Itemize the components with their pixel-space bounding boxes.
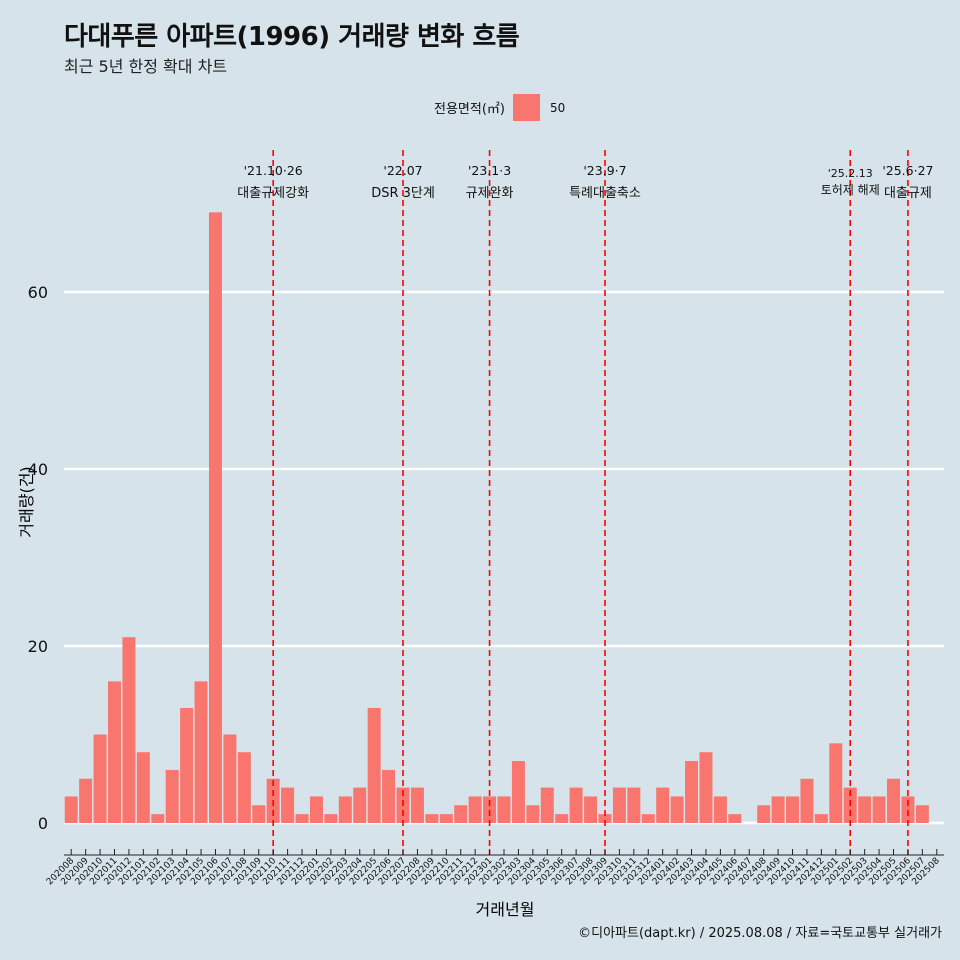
event-label: DSR 3단계: [371, 186, 435, 201]
bar-202105: [194, 681, 208, 823]
bar-202212: [468, 796, 482, 823]
bar-202507: [915, 805, 929, 823]
bar-202505: [887, 778, 900, 823]
bar-202202: [324, 814, 338, 823]
bar-202503: [858, 796, 872, 823]
y-tick-label: 20: [28, 637, 48, 656]
bar-202106: [208, 212, 222, 824]
bar-202501: [829, 743, 843, 823]
bar-202104: [180, 707, 194, 823]
bar-202504: [872, 796, 886, 823]
bar-202310: [612, 787, 626, 823]
bar-202203: [338, 796, 352, 823]
event-label: 대출규제강화: [237, 186, 309, 201]
bar-202303: [511, 761, 525, 823]
bar-202109: [252, 805, 266, 823]
event-date: '21.10·26: [244, 163, 303, 178]
bar-202301: [483, 796, 497, 823]
bar-202009: [79, 778, 93, 823]
chart-subtitle: 최근 5년 한정 확대 차트: [64, 57, 228, 76]
bar-202404: [699, 752, 713, 823]
bar-202312: [641, 814, 655, 823]
x-axis: 2020082020092020102020112020122021012021…: [45, 849, 944, 887]
event-date: '25.2.13: [828, 167, 873, 180]
event-label: 특례대출축소: [569, 186, 641, 201]
bar-202102: [151, 814, 165, 823]
y-tick-label: 0: [38, 814, 48, 833]
bar-202302: [497, 796, 511, 823]
y-tick-label: 60: [28, 283, 48, 302]
bar-202408: [757, 805, 771, 823]
bar-202309: [598, 814, 612, 823]
bar-202201: [309, 796, 323, 823]
chart-title: 다대푸른 아파트(1996) 거래량 변화 흐름: [64, 22, 520, 52]
bar-202204: [353, 787, 367, 823]
bar-202008: [64, 796, 78, 823]
bar-202410: [786, 796, 800, 823]
event-label: 대출규제: [884, 186, 932, 201]
event-date: '25.6·27: [882, 163, 933, 178]
bar-202412: [814, 814, 828, 823]
bar-202205: [367, 707, 381, 823]
bar-202012: [122, 637, 136, 823]
bar-202305: [540, 787, 554, 823]
legend-swatch: [512, 94, 540, 121]
bars: [64, 212, 929, 824]
bar-202111: [281, 787, 295, 823]
bar-202208: [410, 787, 424, 823]
bar-202211: [454, 805, 468, 823]
source-caption: ©디아파트(dapt.kr) / 2025.08.08 / 자료=국토교통부 실…: [578, 926, 942, 941]
event-label: 토허제 해제: [821, 183, 880, 197]
bar-202107: [223, 734, 237, 823]
bar-202210: [439, 814, 453, 823]
bar-202401: [656, 787, 670, 823]
bar-202101: [136, 752, 150, 823]
bar-202411: [800, 778, 814, 823]
bar-202402: [670, 796, 684, 823]
bar-202304: [526, 805, 540, 823]
bar-202306: [555, 814, 569, 823]
y-tick-label: 40: [28, 460, 48, 479]
bar-202406: [728, 814, 742, 823]
bar-202209: [425, 814, 439, 823]
event-date: '23.1·3: [468, 163, 511, 178]
bar-202206: [382, 769, 396, 823]
bar-202108: [237, 752, 251, 823]
legend-title: 전용면적(㎡): [434, 102, 505, 117]
bar-202405: [713, 796, 727, 823]
bar-202409: [771, 796, 785, 823]
y-axis: 0 20 40 60: [28, 283, 48, 833]
legend-entry: 50: [549, 100, 566, 115]
bar-202403: [685, 761, 699, 823]
bar-202112: [295, 814, 309, 823]
bar-202103: [165, 769, 179, 823]
event-date: '22.07: [383, 163, 422, 178]
event-lines: '21.10·26 대출규제강화 '22.07 DSR 3단계 '23.1·3 규제완화 '…: [237, 150, 934, 855]
bar-202308: [584, 796, 598, 823]
event-date: '23.9·7: [583, 163, 626, 178]
event-label: 규제완화: [466, 186, 514, 201]
bar-202307: [569, 787, 583, 823]
y-axis-title: 거래량(건): [17, 466, 36, 537]
legend: 전용면적(㎡) 50: [434, 94, 565, 121]
bar-202010: [93, 734, 107, 823]
bar-202506: [901, 796, 915, 823]
bar-202011: [108, 681, 121, 823]
x-axis-title: 거래년월: [476, 900, 535, 919]
bar-202311: [627, 787, 641, 823]
